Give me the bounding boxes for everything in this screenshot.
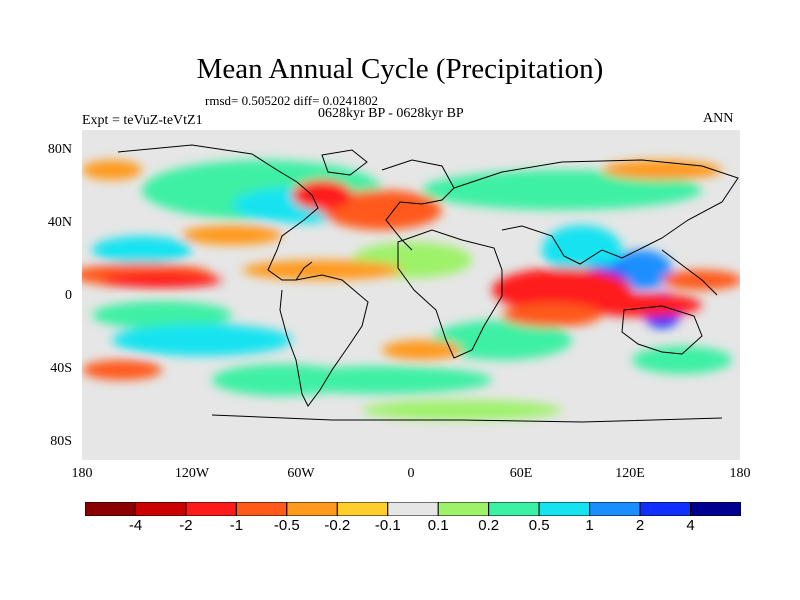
colorbar-label: -0.2: [324, 517, 351, 534]
colorbar-swatch: [286, 502, 338, 516]
colorbar-swatch: [235, 502, 288, 516]
colorbar: [85, 502, 741, 516]
period-label: 0628kyr BP - 0628kyr BP: [318, 106, 464, 121]
coastlines: [117, 144, 739, 423]
stats-label: rmsd= 0.505202 diff= 0.0241802: [205, 93, 378, 108]
precip-anomaly-field: [82, 160, 740, 420]
colorbar-label: 0.2: [478, 517, 500, 534]
colorbar-label: -0.5: [273, 517, 300, 534]
lat-tick-40n: 40N: [47, 215, 72, 230]
colorbar-swatch: [134, 502, 187, 516]
lon-tick-180-west: 180: [71, 466, 93, 481]
colorbar-swatch: [387, 502, 439, 516]
precipitation-map: [82, 130, 740, 460]
colorbar-swatch: [437, 502, 490, 516]
colorbar-label: -2: [179, 517, 193, 534]
lat-tick-40s: 40S: [50, 361, 72, 376]
lon-tick-60e: 60E: [509, 466, 533, 481]
colorbar-label: -1: [229, 517, 244, 534]
colorbar-label: 0.5: [528, 517, 550, 534]
map-title: Mean Annual Cycle (Precipitation): [196, 53, 604, 85]
colorbar-label: 4: [686, 517, 695, 534]
experiment-label: Expt = teVuZ-teVtZ1: [82, 113, 203, 128]
lon-tick-180-east: 180: [729, 466, 751, 481]
colorbar-swatch: [690, 502, 741, 516]
colorbar-label: -0.1: [374, 517, 401, 534]
lon-tick-120w: 120W: [174, 466, 210, 481]
season-label: ANN: [703, 111, 734, 126]
colorbar-label: 1: [585, 517, 594, 534]
lon-tick-0: 0: [407, 466, 415, 481]
colorbar-swatch: [85, 502, 136, 516]
colorbar-label: -4: [128, 517, 143, 534]
colorbar-swatch: [185, 502, 237, 516]
colorbar-swatch: [589, 502, 641, 516]
lat-tick-80s: 80S: [50, 434, 72, 449]
colorbar-label: 0.1: [427, 517, 449, 534]
colorbar-swatch: [336, 502, 389, 516]
lat-tick-0: 0: [65, 288, 72, 303]
colorbar-swatch: [488, 502, 540, 516]
lon-tick-60w: 60W: [287, 466, 315, 481]
lon-tick-120e: 120E: [615, 466, 645, 481]
colorbar-swatch: [538, 502, 591, 516]
colorbar-swatch: [639, 502, 692, 516]
lat-tick-80n: 80N: [47, 142, 72, 157]
colorbar-label: 2: [635, 517, 645, 534]
